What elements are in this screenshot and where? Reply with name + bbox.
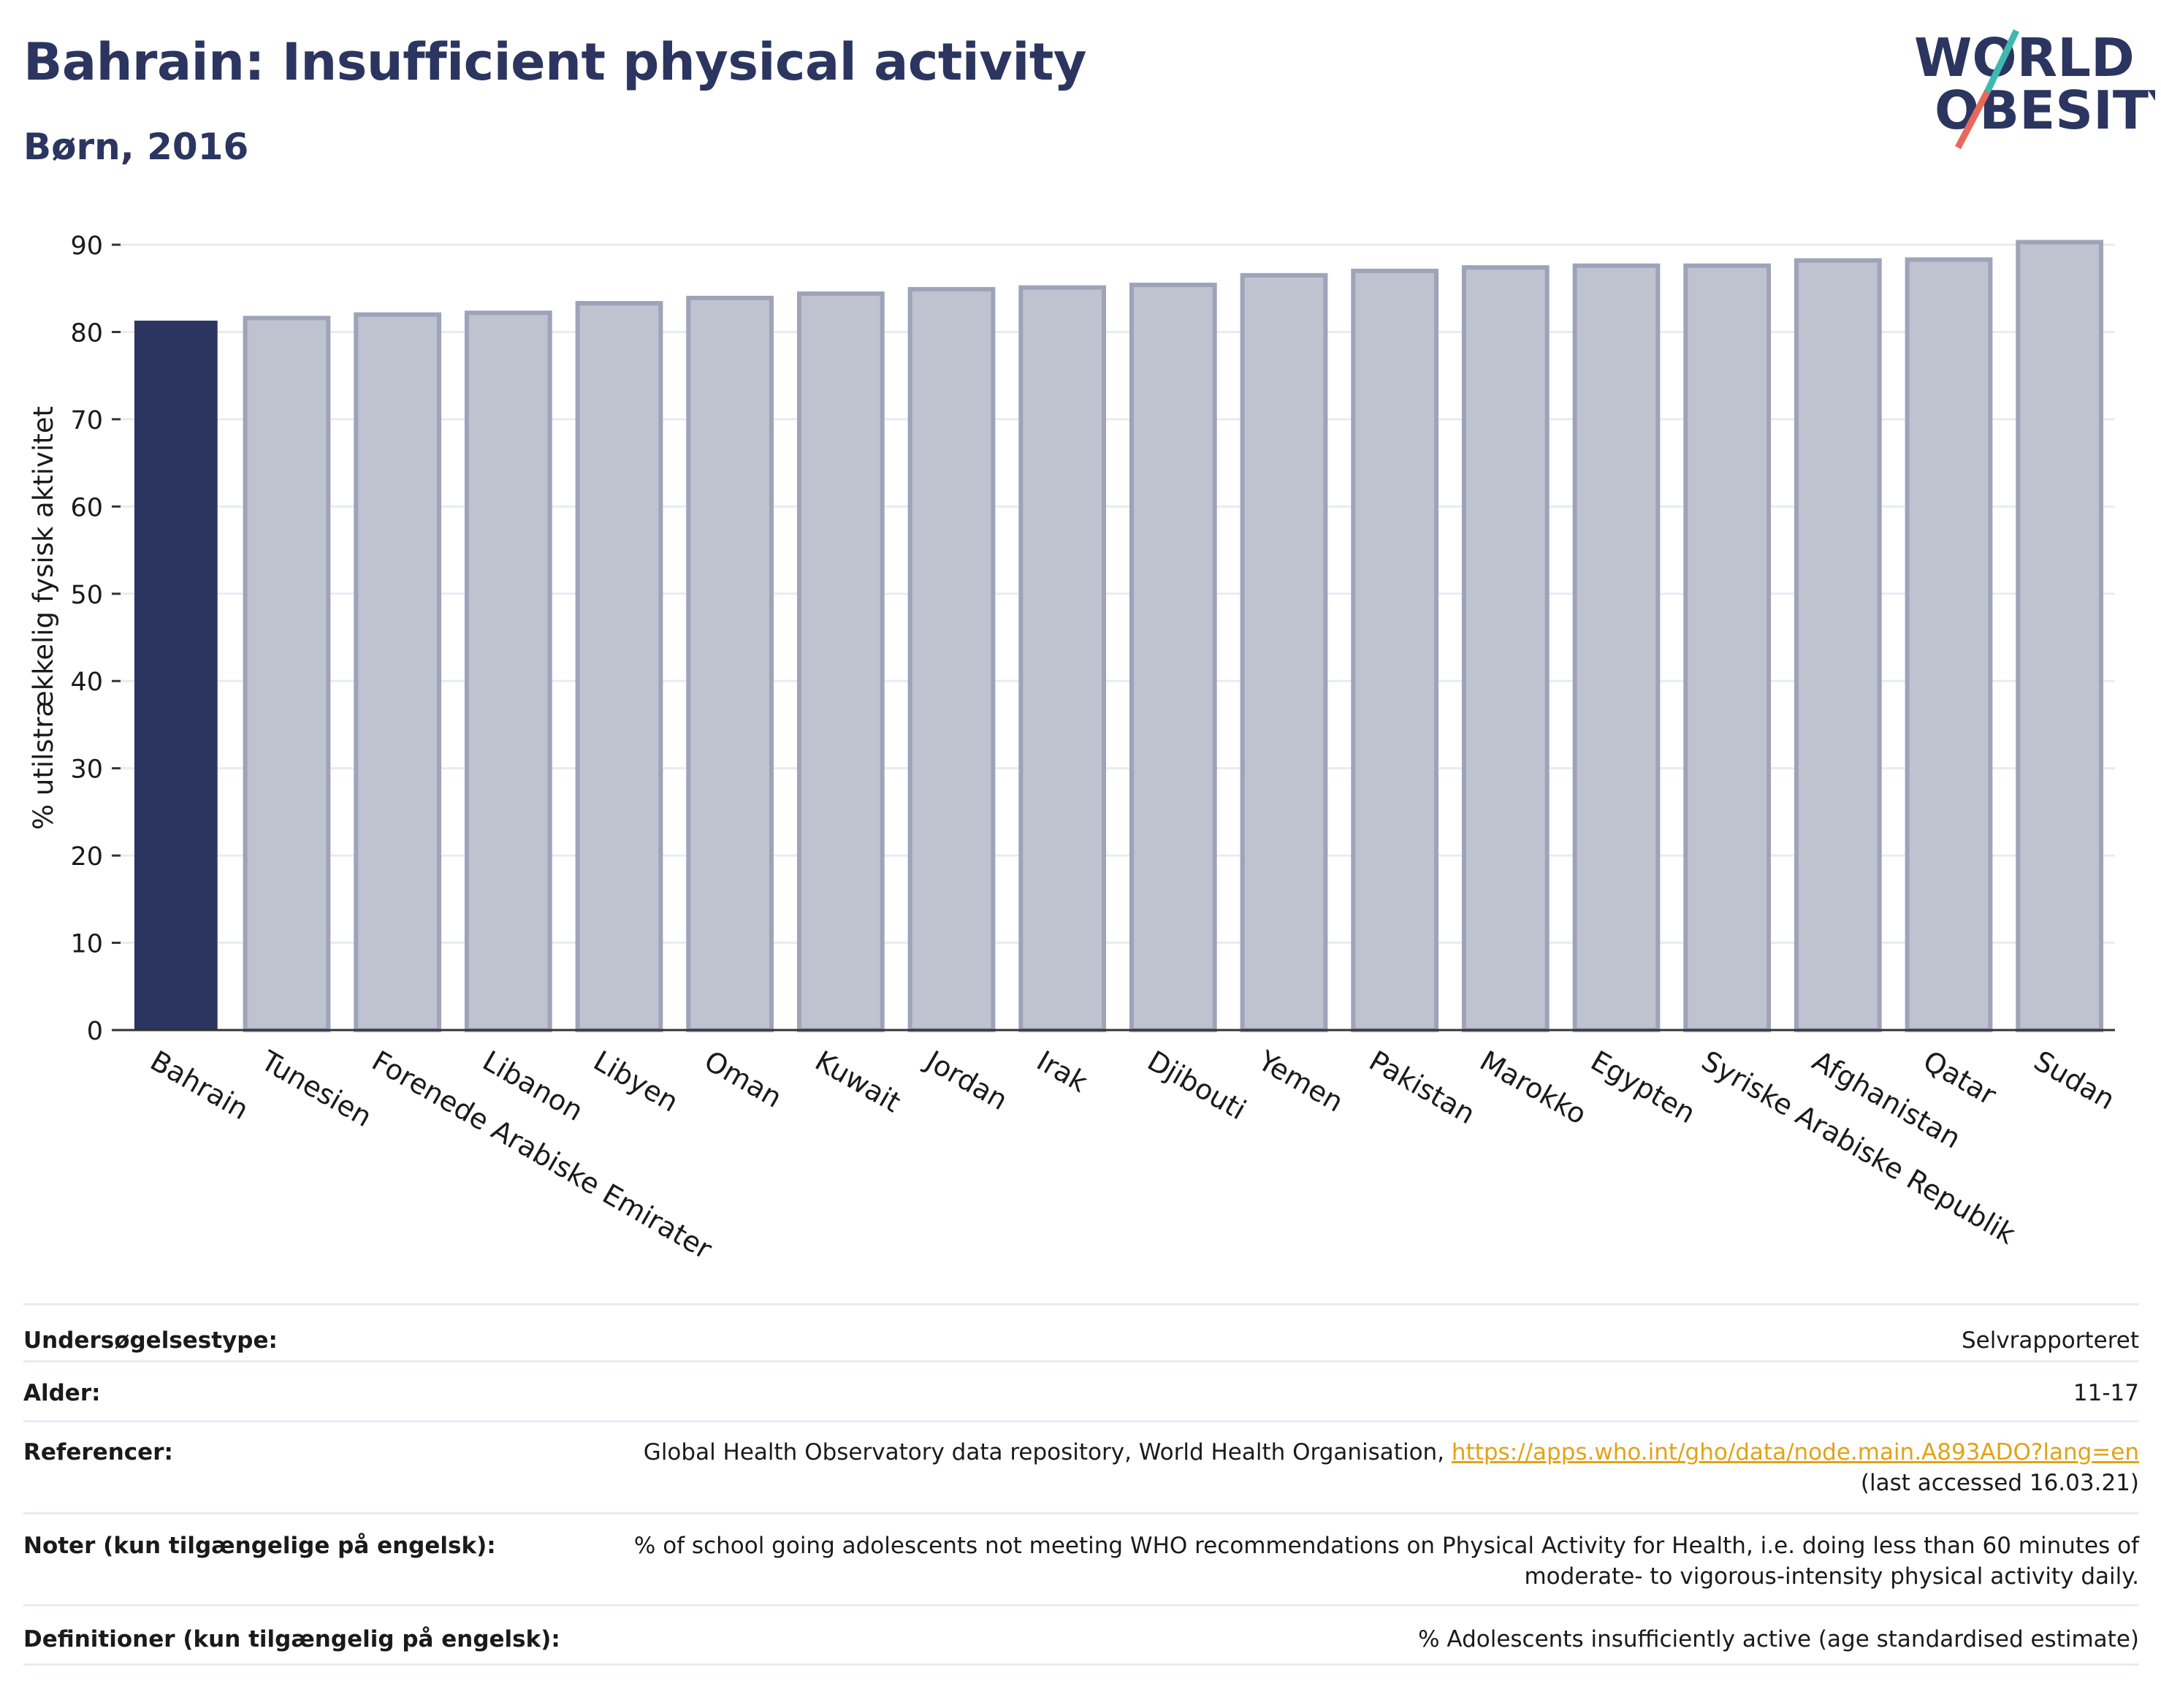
- bar-syriske-arabiske-republik: [1683, 263, 1772, 1033]
- notes-label: Noter (kun tilgængelige på engelsk):: [23, 1533, 496, 1559]
- x-tick-label: Bahrain: [145, 1045, 254, 1126]
- info-row-survey-type: Undersøgelsestype: Selvrapporteret: [23, 1303, 2139, 1360]
- bar-afghanistan: [1794, 258, 1882, 1032]
- y-tick-label: 60: [70, 493, 103, 522]
- references-accessed: (last accessed 16.03.21): [1860, 1470, 2139, 1496]
- notes-line1: % of school going adolescents not meetin…: [633, 1533, 2139, 1559]
- axes: [112, 243, 2115, 1032]
- x-tick-label: Marokko: [1474, 1045, 1592, 1131]
- x-tick-label: Kuwait: [809, 1045, 906, 1119]
- x-tick-label: Djibouti: [1142, 1045, 1251, 1126]
- x-tick-label: Pakistan: [1364, 1045, 1481, 1131]
- page-subtitle: Børn, 2016: [23, 126, 249, 168]
- bars: [134, 240, 2104, 1033]
- x-tick-label: Qatar: [1918, 1045, 2002, 1112]
- info-row-notes: Noter (kun tilgængelige på engelsk): % o…: [23, 1512, 2139, 1604]
- logo-line1: WORLD: [1914, 27, 2135, 88]
- y-tick-label: 90: [70, 232, 103, 261]
- bar-tunesien: [243, 316, 331, 1033]
- bar-sudan: [2016, 240, 2104, 1033]
- references-label: Referencer:: [23, 1439, 173, 1465]
- info-table: Undersøgelsestype: Selvrapporteret Alder…: [23, 1303, 2139, 1666]
- references-value: Global Health Observatory data repositor…: [644, 1437, 2139, 1498]
- x-tick-label: Libyen: [588, 1045, 684, 1118]
- y-tick-label: 80: [70, 319, 103, 348]
- x-tick-label: Oman: [699, 1045, 788, 1114]
- logo-line2: OBESITY: [1935, 80, 2155, 141]
- y-axis-label: % utilstrækkelig fysisk aktivitet: [28, 406, 59, 830]
- bar-pakistan: [1351, 268, 1439, 1032]
- logo-slash-teal: [1983, 29, 2020, 94]
- survey-type-label: Undersøgelsestype:: [23, 1327, 278, 1354]
- bar-djibouti: [1129, 282, 1217, 1032]
- references-text: Global Health Observatory data repositor…: [643, 1439, 1452, 1465]
- notes-value: % of school going adolescents not meetin…: [634, 1530, 2139, 1592]
- y-tick-label: 40: [70, 668, 103, 697]
- logo-slash-coral: [1955, 90, 1990, 150]
- y-tick-labels: 0 10 20 30 40 50 60 70 80 90: [70, 232, 103, 1046]
- x-tick-label: Sudan: [2029, 1045, 2121, 1116]
- world-obesity-logo: WORLD OBESITY: [1914, 27, 2155, 150]
- bar-egypten: [1572, 263, 1661, 1033]
- definitions-value: % Adolescents insufficiently active (age…: [1418, 1626, 2139, 1652]
- x-tick-label: Tunesien: [255, 1044, 377, 1133]
- info-row-references: Referencer: Global Health Observatory da…: [23, 1420, 2139, 1512]
- bar-bahrain: [134, 320, 218, 1031]
- references-link[interactable]: https://apps.who.int/gho/data/node.main.…: [1451, 1439, 2139, 1465]
- x-tick-label: Jordan: [919, 1044, 1013, 1117]
- notes-line2: moderate- to vigorous-intensity physical…: [1524, 1563, 2139, 1590]
- y-tick-label: 10: [70, 930, 103, 959]
- info-row-age: Alder: 11-17: [23, 1360, 2139, 1420]
- y-tick-label: 70: [70, 406, 103, 435]
- grid-lines: [121, 243, 2115, 945]
- y-tick-label: 50: [70, 581, 103, 610]
- bar-marokko: [1461, 265, 1550, 1032]
- bar-forenede-arabiske-emirater: [354, 312, 442, 1032]
- x-tick-label: Irak: [1032, 1045, 1093, 1099]
- x-tick-label: Egypten: [1585, 1045, 1701, 1130]
- bar-libyen: [575, 301, 663, 1032]
- survey-type-value: Selvrapporteret: [1961, 1327, 2139, 1354]
- bar-kuwait: [796, 291, 885, 1032]
- definitions-label: Definitioner (kun tilgængelig på engelsk…: [23, 1626, 560, 1652]
- y-tick-label: 0: [87, 1017, 103, 1046]
- age-label: Alder:: [23, 1380, 101, 1406]
- bar-qatar: [1905, 257, 1993, 1032]
- bar-jordan: [907, 286, 996, 1032]
- bar-yemen: [1240, 272, 1328, 1032]
- bar-irak: [1018, 285, 1107, 1032]
- info-row-definitions: Definitioner (kun tilgængelig på engelsk…: [23, 1604, 2139, 1666]
- y-tick-label: 30: [70, 755, 103, 785]
- age-value: 11-17: [2073, 1380, 2139, 1406]
- bar-libanon: [464, 310, 552, 1032]
- page-title: Bahrain: Insufficient physical activity: [23, 32, 1087, 92]
- x-tick-label: Yemen: [1252, 1044, 1349, 1118]
- bar-chart: 0 10 20 30 40 50 60 70 80 90 Bahrain TunesienForen…: [28, 232, 2120, 1266]
- bar-oman: [686, 295, 774, 1033]
- y-tick-label: 20: [70, 842, 103, 872]
